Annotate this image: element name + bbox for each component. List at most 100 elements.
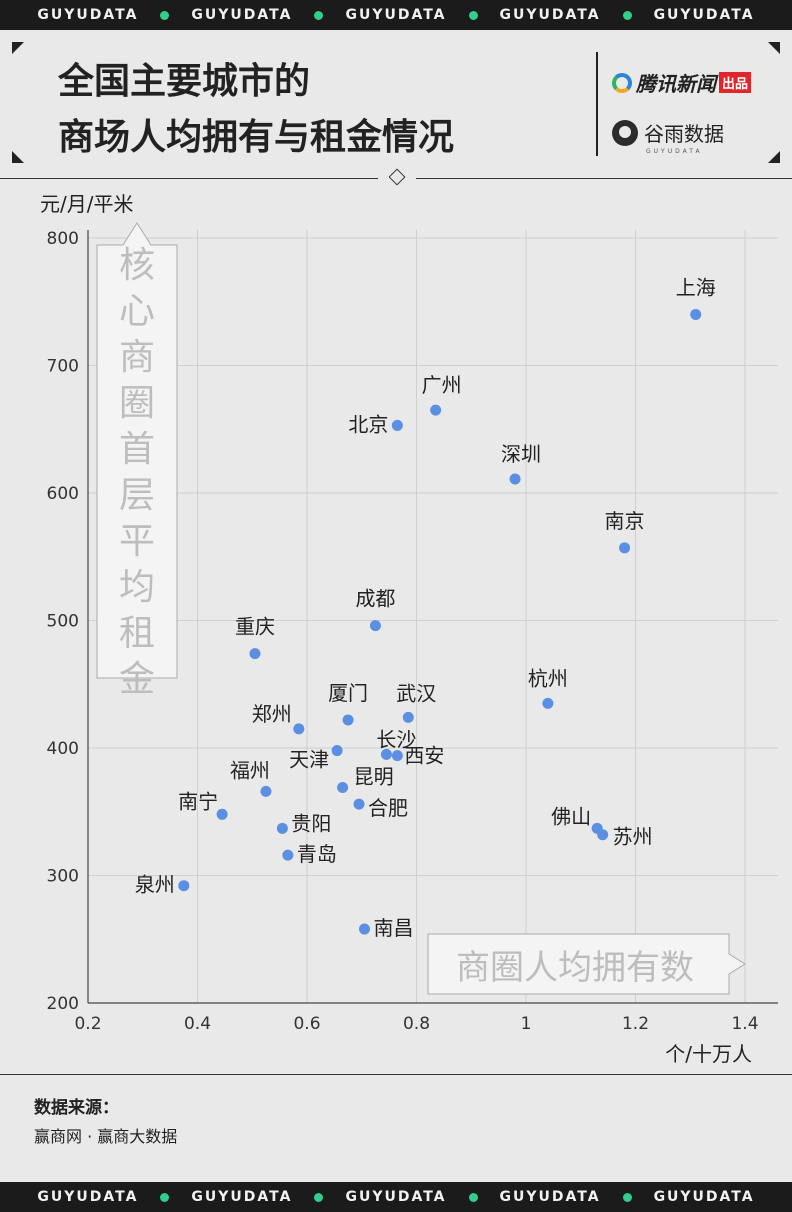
y-tick-label: 600 (47, 484, 79, 504)
data-point (380, 748, 392, 760)
data-point (619, 542, 631, 554)
x-callout-text: 商圈人均拥有数 (456, 948, 694, 988)
top-brand-band: GUYUDATA GUYUDATA GUYUDATA GUYUDATA GUYU… (0, 0, 792, 30)
point-label: 长沙 (376, 727, 416, 751)
corner-mark (12, 151, 24, 163)
source-label: 数据来源： (34, 1098, 119, 1118)
point-label: 厦门 (328, 681, 368, 705)
data-point (276, 822, 288, 834)
band-dot (622, 10, 632, 20)
x-tick-label: 1 (521, 1014, 532, 1034)
data-point (391, 419, 403, 431)
data-point (369, 620, 381, 632)
band-dot (160, 1192, 170, 1202)
brand-subtitle: GUYUDATA (646, 148, 703, 155)
brand-name: 腾讯新闻 (636, 72, 716, 96)
data-point (249, 648, 261, 660)
corner-mark (768, 151, 780, 163)
data-point (353, 798, 365, 810)
page-title-line-1: 全国主要城市的 (58, 61, 311, 102)
chart-axes: 0.2 0.4 0.6 0.8 1 1.2 1.4 200 300 400 500 600 700 800… (40, 192, 778, 1066)
data-point (342, 714, 354, 726)
x-axis-title: 个/十万人 (665, 1042, 752, 1066)
page-title-line-2: 商场人均拥有与租金情况 (58, 117, 455, 158)
band-text: GUYUDATA (653, 7, 755, 23)
y-axis-title: 元/月/平米 (40, 192, 133, 216)
band-dot (622, 1192, 632, 1202)
x-tick-label: 0.4 (184, 1014, 211, 1034)
x-callout-box (427, 933, 746, 995)
band-dot (160, 10, 170, 20)
y-callout-box (96, 222, 178, 679)
brand-name: 谷雨数据 (644, 122, 724, 146)
point-label: 杭州 (528, 666, 568, 690)
point-label: 泉州 (135, 873, 175, 897)
x-tick-label: 0.2 (74, 1014, 101, 1034)
band-text: GUYUDATA (37, 7, 139, 23)
x-tick-label: 0.8 (403, 1014, 430, 1034)
guyu-data-logo: 谷雨数据 GUYUDATA (612, 118, 724, 155)
point-label: 南宁 (178, 789, 218, 813)
point-label: 重庆 (235, 615, 275, 639)
data-point (216, 808, 228, 820)
data-point (509, 473, 521, 485)
data-point (402, 711, 414, 723)
point-label: 郑州 (252, 702, 292, 726)
band-text: GUYUDATA (191, 7, 293, 23)
separator-line (416, 178, 792, 179)
band-text: GUYUDATA (191, 1189, 293, 1205)
y-callout-text: 核心商圈首层平均租金 (119, 245, 155, 700)
band-dot (468, 1192, 478, 1202)
bottom-brand-band: GUYUDATA GUYUDATA GUYUDATA GUYUDATA GUYU… (0, 1182, 792, 1212)
data-point (542, 697, 554, 709)
point-label: 昆明 (354, 765, 394, 789)
source-text: 赢商网 · 赢商大数据 (34, 1127, 178, 1146)
data-point (260, 785, 272, 797)
x-tick-label: 1.2 (622, 1014, 649, 1034)
point-label: 福州 (230, 758, 270, 782)
y-tick-label: 400 (47, 739, 79, 759)
y-tick-label: 500 (47, 612, 79, 632)
y-tick-label: 300 (47, 867, 79, 887)
point-label: 苏州 (613, 825, 653, 849)
band-text: GUYUDATA (345, 7, 447, 23)
y-tick-label: 700 (47, 357, 79, 377)
corner-mark (12, 42, 24, 54)
band-text: GUYUDATA (345, 1189, 447, 1205)
point-label: 天津 (289, 748, 329, 772)
y-tick-label: 800 (47, 229, 79, 249)
data-point (178, 880, 190, 892)
band-text: GUYUDATA (653, 1189, 755, 1205)
x-tick-label: 1.4 (731, 1014, 758, 1034)
bird-icon (612, 119, 638, 146)
band-dot (468, 10, 478, 20)
footer: 数据来源： 赢商网 · 赢商大数据 (0, 1074, 792, 1183)
data-point (391, 750, 403, 762)
point-label: 青岛 (297, 842, 337, 866)
chart-grid (87, 230, 778, 1004)
band-dot (314, 1192, 324, 1202)
data-point (293, 723, 305, 735)
point-label: 合肥 (368, 796, 408, 820)
y-tick-label: 200 (47, 994, 79, 1014)
data-point (430, 404, 442, 416)
data-point (331, 745, 343, 757)
point-label: 上海 (676, 276, 716, 300)
tencent-news-logo: 腾讯新闻 出品 (612, 68, 752, 97)
x-tick-label: 0.6 (293, 1014, 320, 1034)
data-point (690, 309, 702, 320)
tencent-news-icon (612, 72, 632, 93)
header-divider (596, 52, 598, 156)
data-point (358, 923, 370, 935)
point-label: 西安 (404, 744, 444, 768)
brand-tag: 出品 (719, 72, 752, 93)
point-label: 贵阳 (291, 811, 331, 835)
band-text: GUYUDATA (37, 1189, 139, 1205)
point-label: 南京 (605, 509, 645, 533)
point-label: 广州 (422, 373, 462, 397)
point-label: 深圳 (501, 442, 541, 466)
data-point (337, 782, 349, 794)
